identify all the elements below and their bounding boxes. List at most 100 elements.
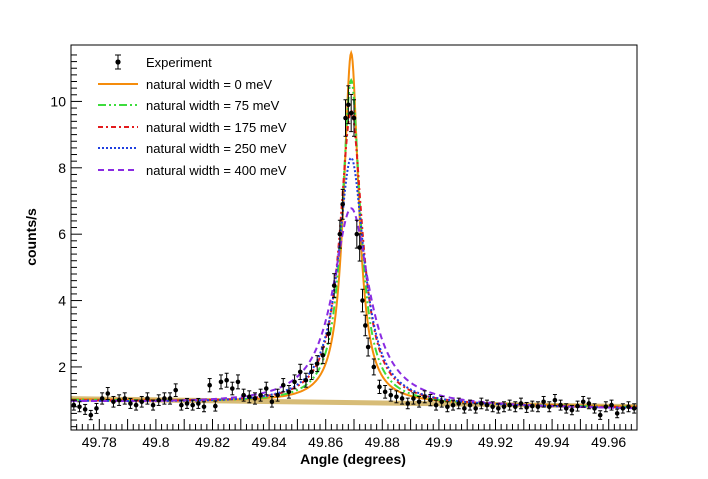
- experiment-point: [354, 219, 360, 249]
- data-point: [552, 397, 558, 403]
- legend-label-width-0: natural width = 0 meV: [146, 77, 272, 92]
- experiment-point: [496, 403, 501, 414]
- data-point: [428, 397, 433, 403]
- experiment-point: [241, 388, 246, 402]
- data-point: [501, 404, 507, 410]
- experiment-point: [580, 395, 586, 408]
- experiment-point: [303, 372, 309, 388]
- legend-item-experiment: Experiment: [115, 54, 212, 70]
- experiment-point: [428, 393, 433, 407]
- data-point: [340, 202, 345, 207]
- data-point: [614, 411, 620, 416]
- experiment-point: [326, 323, 331, 344]
- data-point: [145, 396, 150, 401]
- legend-item-width-250: natural width = 250 meV: [98, 141, 287, 156]
- experiment-point: [139, 395, 145, 408]
- experiment-point: [213, 400, 218, 412]
- data-point: [394, 394, 399, 400]
- data-point: [371, 364, 377, 370]
- data-point: [411, 396, 416, 401]
- experiment-point: [275, 388, 280, 402]
- legend-item-width-0: natural width = 0 meV: [98, 77, 272, 92]
- series-line-4: [71, 156, 638, 409]
- y-tick-label: 6: [58, 226, 66, 242]
- data-point: [156, 397, 162, 403]
- data-point: [343, 115, 348, 121]
- experiment-point: [280, 378, 286, 393]
- experiment-point: [462, 403, 467, 414]
- data-point: [167, 396, 173, 401]
- data-point: [450, 402, 456, 408]
- experiment-point: [190, 399, 195, 411]
- data-point: [105, 391, 111, 396]
- experiment-point: [450, 399, 456, 411]
- data-point: [575, 403, 580, 409]
- data-point: [224, 377, 229, 383]
- experiment-point: [133, 399, 139, 411]
- data-point: [620, 406, 626, 411]
- data-point: [346, 102, 351, 108]
- data-point: [133, 402, 139, 408]
- data-point: [569, 407, 575, 413]
- experiment-point: [592, 403, 597, 414]
- experiment-point: [320, 346, 326, 365]
- experiment-point: [116, 394, 122, 406]
- experiment-point: [473, 403, 478, 414]
- data-point: [71, 402, 77, 408]
- data-point: [280, 382, 286, 388]
- data-point: [399, 396, 405, 401]
- experiment-point: [122, 392, 128, 405]
- y-axis-title: counts/s: [23, 208, 39, 266]
- experiment-point: [439, 395, 445, 408]
- data-point: [490, 404, 495, 410]
- experiment-point: [416, 395, 422, 408]
- experiment-point: [603, 401, 609, 413]
- experiment-point: [105, 387, 111, 400]
- y-tick-label: 2: [58, 359, 66, 375]
- data-point: [354, 231, 360, 237]
- experiment-point: [558, 399, 563, 411]
- x-tick-label: 49.92: [478, 434, 513, 450]
- data-point: [445, 404, 450, 410]
- experiment-point: [586, 397, 592, 410]
- experiment-point: [535, 401, 541, 413]
- experiment-point: [77, 401, 82, 413]
- data-point: [286, 389, 292, 395]
- legend-label-width-400: natural width = 400 meV: [146, 163, 287, 178]
- data-point: [563, 406, 569, 411]
- experiment-point: [331, 273, 337, 299]
- experiment-point: [467, 399, 473, 411]
- data-point: [365, 344, 371, 350]
- x-axis-title: Angle (degrees): [300, 451, 406, 467]
- data-point: [201, 404, 207, 410]
- data-point: [484, 402, 490, 408]
- experiment-point: [507, 399, 512, 411]
- experiment-point: [518, 397, 524, 410]
- experiment-point: [82, 403, 88, 415]
- data-point: [303, 377, 309, 383]
- experiment-point: [246, 390, 252, 404]
- data-point: [609, 402, 614, 408]
- experiment-point: [351, 99, 357, 137]
- plot-area: [70, 49, 638, 421]
- experiment-point: [94, 402, 99, 414]
- y-tick-label: 4: [58, 293, 66, 309]
- experiment-point: [563, 403, 569, 414]
- experiment-point: [365, 337, 371, 357]
- data-point: [269, 399, 275, 405]
- experiment-point: [620, 403, 626, 414]
- experiment-point: [235, 374, 241, 390]
- data-point: [88, 412, 94, 418]
- data-point: [263, 386, 269, 391]
- experiment-point: [456, 397, 462, 410]
- y-tick-label: 8: [58, 160, 66, 176]
- data-point: [82, 407, 88, 412]
- legend-label-experiment: Experiment: [146, 55, 212, 70]
- experiment-point: [631, 403, 637, 414]
- experiment-point: [179, 399, 184, 411]
- data-point: [99, 396, 105, 401]
- experiment-point: [162, 392, 167, 405]
- data-point: [213, 403, 218, 409]
- experiment-point: [252, 392, 258, 405]
